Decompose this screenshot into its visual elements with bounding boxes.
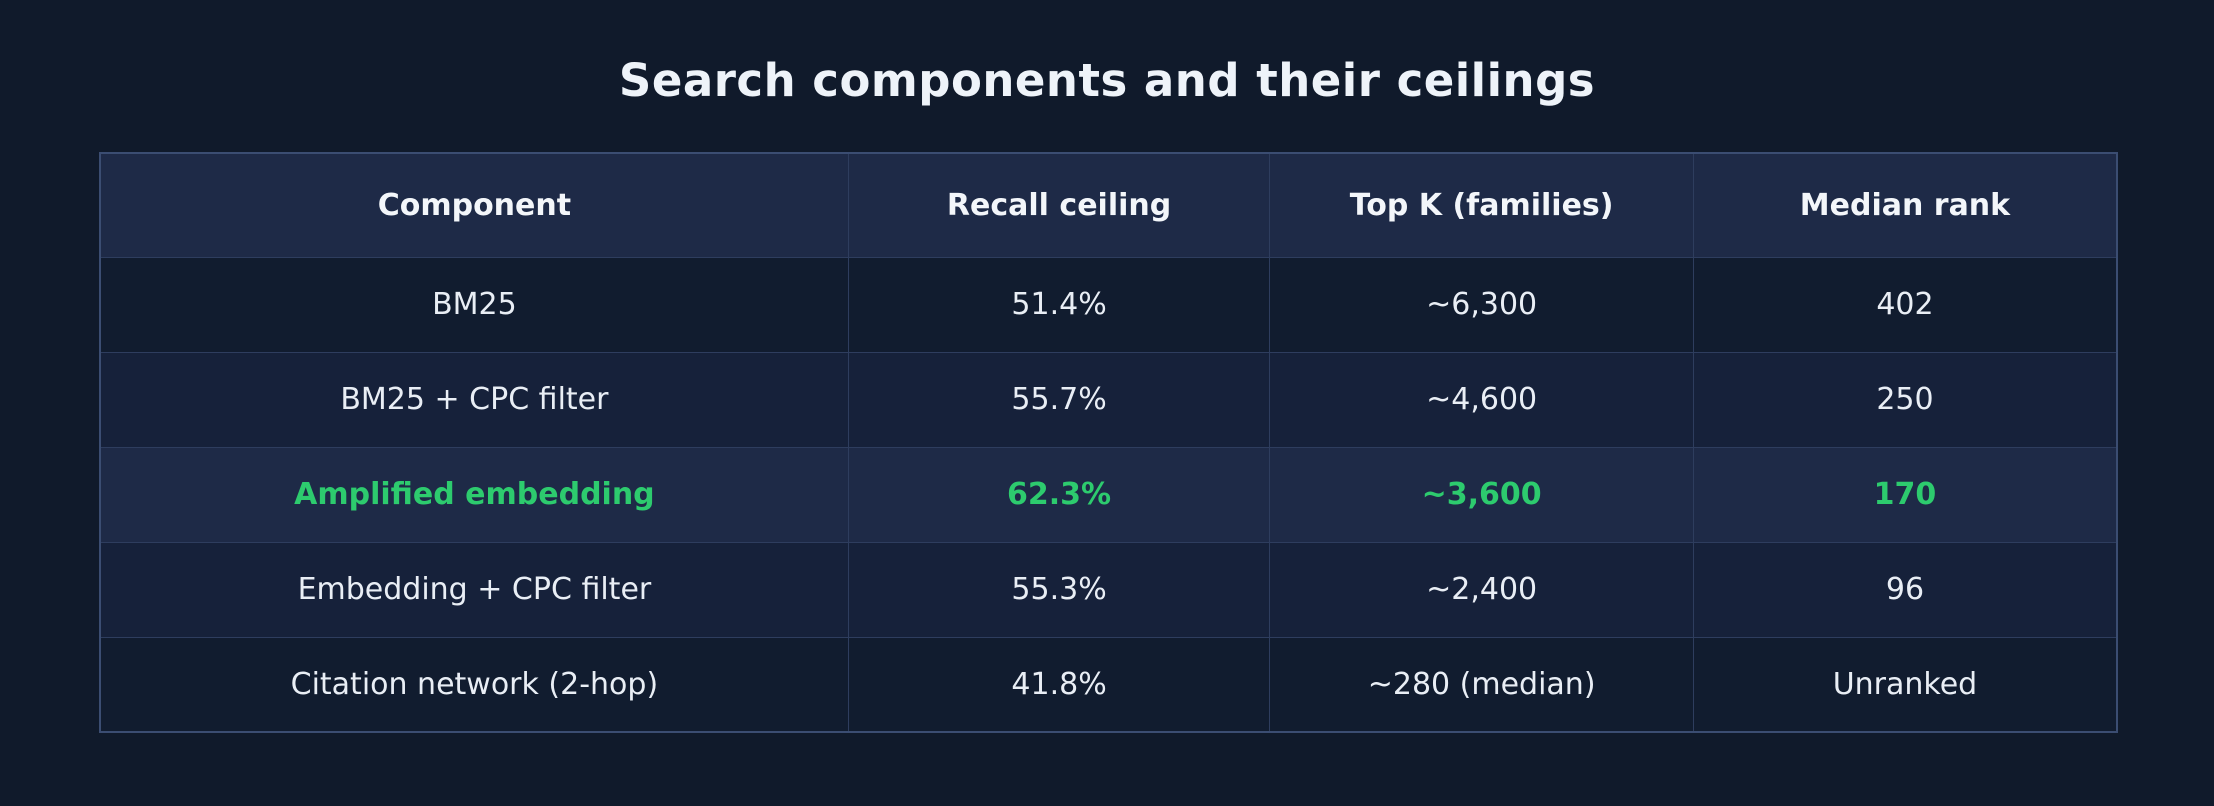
cell-top-k: ~4,600: [1269, 351, 1694, 448]
cell-recall-ceiling: 51.4%: [847, 256, 1271, 353]
cell-top-k: ~280 (median): [1269, 636, 1694, 733]
col-header-median-rank: Median rank: [1692, 152, 2118, 258]
table-header-row: Component Recall ceiling Top K (families…: [99, 152, 2118, 258]
cell-median-rank: 250: [1692, 351, 2118, 448]
table-row-citation-network: Citation network (2-hop) 41.8% ~280 (med…: [99, 636, 2118, 733]
table-row-amplified-embedding-highlighted: Amplified embedding 62.3% ~3,600 170: [99, 446, 2118, 543]
table-row-embedding-cpc: Embedding + CPC filter 55.3% ~2,400 96: [99, 541, 2118, 638]
page-title: Search components and their ceilings: [618, 54, 1596, 107]
cell-component: Amplified embedding: [99, 446, 849, 543]
cell-median-rank: 96: [1692, 541, 2118, 638]
cell-median-rank: Unranked: [1692, 636, 2118, 733]
col-header-top-k: Top K (families): [1269, 152, 1694, 258]
col-header-recall-ceiling: Recall ceiling: [847, 152, 1271, 258]
cell-recall-ceiling: 55.3%: [847, 541, 1271, 638]
table-row-bm25: BM25 51.4% ~6,300 402: [99, 256, 2118, 353]
table-row-bm25-cpc: BM25 + CPC filter 55.7% ~4,600 250: [99, 351, 2118, 448]
search-components-table: Component Recall ceiling Top K (families…: [99, 152, 2118, 733]
cell-recall-ceiling: 62.3%: [847, 446, 1271, 543]
cell-component: BM25 + CPC filter: [99, 351, 849, 448]
cell-recall-ceiling: 55.7%: [847, 351, 1271, 448]
cell-component: Embedding + CPC filter: [99, 541, 849, 638]
cell-top-k: ~6,300: [1269, 256, 1694, 353]
cell-median-rank: 170: [1692, 446, 2118, 543]
cell-top-k: ~2,400: [1269, 541, 1694, 638]
cell-recall-ceiling: 41.8%: [847, 636, 1271, 733]
cell-top-k: ~3,600: [1269, 446, 1694, 543]
cell-component: Citation network (2-hop): [99, 636, 849, 733]
cell-component: BM25: [99, 256, 849, 353]
col-header-component: Component: [99, 152, 849, 258]
cell-median-rank: 402: [1692, 256, 2118, 353]
